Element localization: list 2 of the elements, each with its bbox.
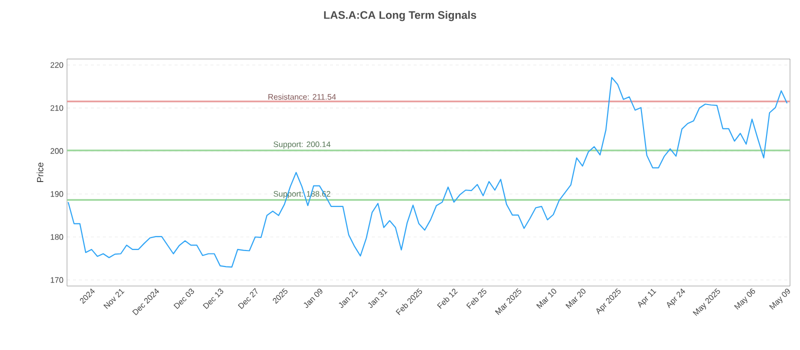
y-axis-title: Price <box>36 162 44 182</box>
chart-title: LAS.A:CA Long Term Signals <box>324 10 476 22</box>
